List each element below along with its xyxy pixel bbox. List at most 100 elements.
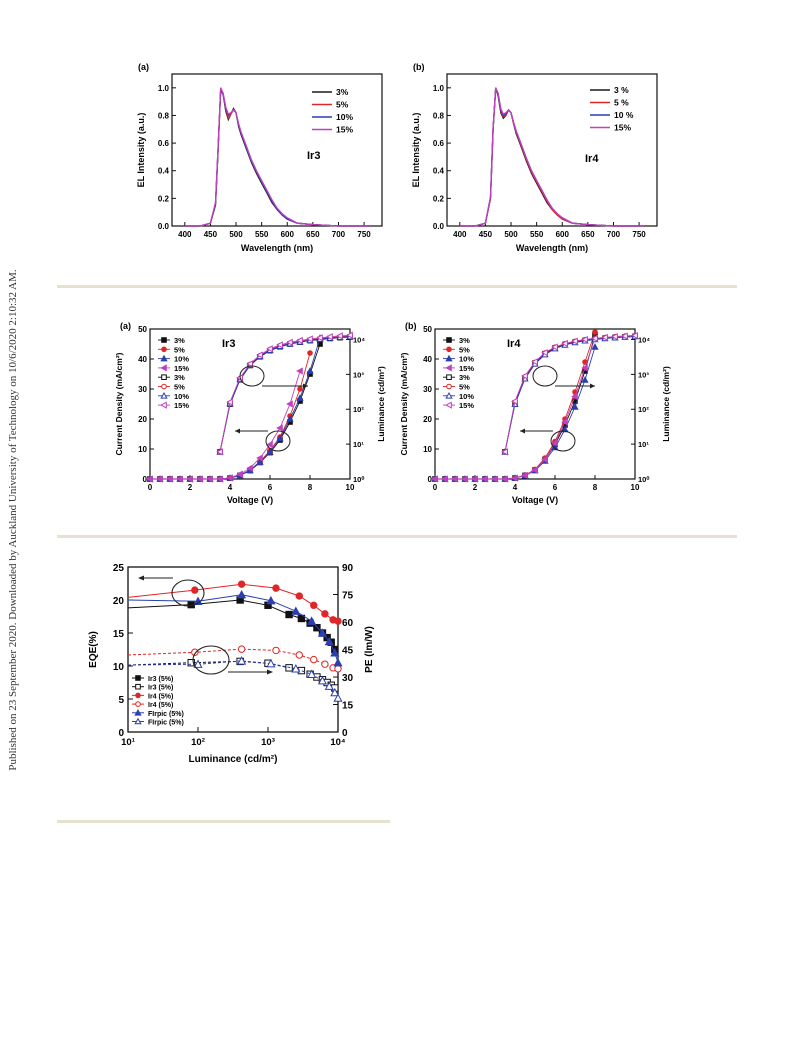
legend-label: 3 % (614, 85, 629, 95)
data-point (324, 636, 334, 646)
series-line (127, 594, 339, 663)
data-point (266, 345, 273, 353)
data-point (333, 657, 343, 667)
data-point (256, 351, 263, 359)
data-point (333, 693, 343, 702)
data-point (621, 332, 628, 340)
data-point (346, 331, 353, 339)
data-point (135, 675, 141, 681)
data-point (326, 333, 333, 341)
data-point (531, 358, 538, 366)
y2-tick-label: 10⁴ (353, 335, 365, 344)
data-point (191, 586, 199, 594)
x-tick-label: 0 (433, 483, 438, 492)
jvl-chart-b: (b) 0 10 20 30 40 50 10⁰ 10¹ 10² 10³ 10⁴ 0 2 4 6 8 10 Volt… (399, 321, 671, 505)
data-point (291, 663, 301, 673)
data-point (161, 337, 167, 343)
data-point (441, 475, 448, 483)
data-point (237, 645, 246, 653)
legend-label: FIrpic (5%) (148, 720, 184, 727)
legend-label: 10% (174, 355, 189, 364)
y-tick-label: 0.4 (433, 167, 445, 176)
y-tick-label: 0.4 (158, 167, 170, 176)
x-tick-label: 550 (255, 230, 269, 239)
series-line (219, 335, 351, 452)
x-tick-label: 600 (556, 230, 570, 239)
data-point (237, 589, 247, 599)
y-tick-label: 30 (423, 385, 432, 394)
y2-tick-label: 10³ (353, 370, 364, 379)
data-point (581, 335, 588, 344)
y2-tick-label: 10⁴ (638, 335, 650, 344)
data-point (296, 367, 303, 375)
el-spectrum-chart-a: (a) 0.0 0.2 0.4 0.6 0.8 1.0 400 450 500 550 600 650 7… (136, 62, 383, 253)
data-point (160, 401, 167, 409)
x-tick-label: 6 (268, 483, 273, 492)
legend-label: 3% (459, 373, 470, 382)
legend-label: 10% (174, 392, 189, 401)
data-point (256, 458, 264, 465)
y-axis-label: Current Density (mA/cm²) (114, 352, 124, 455)
data-point (324, 681, 334, 690)
legend-label: 5% (174, 383, 185, 392)
x-tick-label: 700 (332, 230, 346, 239)
series-line (219, 336, 351, 452)
x-tick-label: 10³ (261, 737, 275, 748)
series-line (459, 87, 645, 227)
data-point (591, 334, 598, 342)
data-point (521, 471, 528, 480)
series-line (127, 599, 336, 650)
highlight-ellipse (265, 430, 291, 452)
legend-label: 15% (336, 125, 353, 135)
legend-label: 15% (174, 401, 189, 410)
data-point (146, 475, 153, 483)
plot-frame (434, 328, 636, 480)
legend-label: 3% (174, 373, 185, 382)
x-tick-label: 700 (607, 230, 621, 239)
highlight-ellipse (239, 365, 265, 387)
y-tick-label: 10 (138, 445, 147, 454)
data-point (461, 475, 468, 483)
data-point (272, 584, 280, 592)
data-point (601, 333, 608, 342)
series-line (127, 583, 339, 622)
data-point (501, 448, 508, 456)
y-tick-label: 50 (423, 325, 432, 334)
y-tick-label: 0.2 (433, 194, 445, 203)
data-point (531, 466, 538, 474)
annotation-arrowhead (520, 428, 525, 434)
x-tick-label: 8 (308, 483, 313, 492)
data-point (446, 337, 452, 343)
data-point (310, 601, 318, 609)
series-line (184, 88, 370, 227)
data-point (307, 350, 313, 356)
data-point (631, 331, 638, 340)
data-point (246, 360, 253, 368)
data-point (135, 692, 141, 699)
data-point (306, 367, 314, 374)
x-tick-label: 10 (631, 483, 640, 492)
y2-axis-label: PE (lm/W) (364, 626, 375, 673)
data-point (161, 374, 167, 381)
series-line (219, 334, 351, 452)
legend-label: 15% (174, 364, 189, 373)
section-divider (57, 820, 390, 823)
data-point (306, 335, 313, 343)
x-tick-label: 4 (513, 483, 518, 492)
el-spectrum-chart-b: (b) 0.0 0.2 0.4 0.6 0.8 1.0 400 450 500 550 600 650 7… (411, 62, 658, 253)
data-point (266, 595, 276, 605)
data-point (431, 475, 438, 483)
x-tick-label: 650 (581, 230, 595, 239)
highlight-ellipse (550, 430, 576, 452)
y2-axis-label: Luminance (cd/m²) (661, 366, 671, 442)
annotation-arrowhead (590, 383, 595, 389)
x-tick-label: 450 (204, 230, 218, 239)
data-point (276, 424, 283, 432)
efficiency-chart: 0 5 10 15 20 25 0 15 30 45 60 75 90 10¹ 10² 10³ 10⁴ Lumin… (88, 563, 375, 765)
data-point (451, 475, 458, 483)
y-tick-label: 20 (423, 415, 432, 424)
series-line (504, 335, 636, 452)
panel-label: (a) (138, 62, 149, 72)
y-tick-label: 40 (138, 355, 147, 364)
data-point (334, 617, 342, 625)
